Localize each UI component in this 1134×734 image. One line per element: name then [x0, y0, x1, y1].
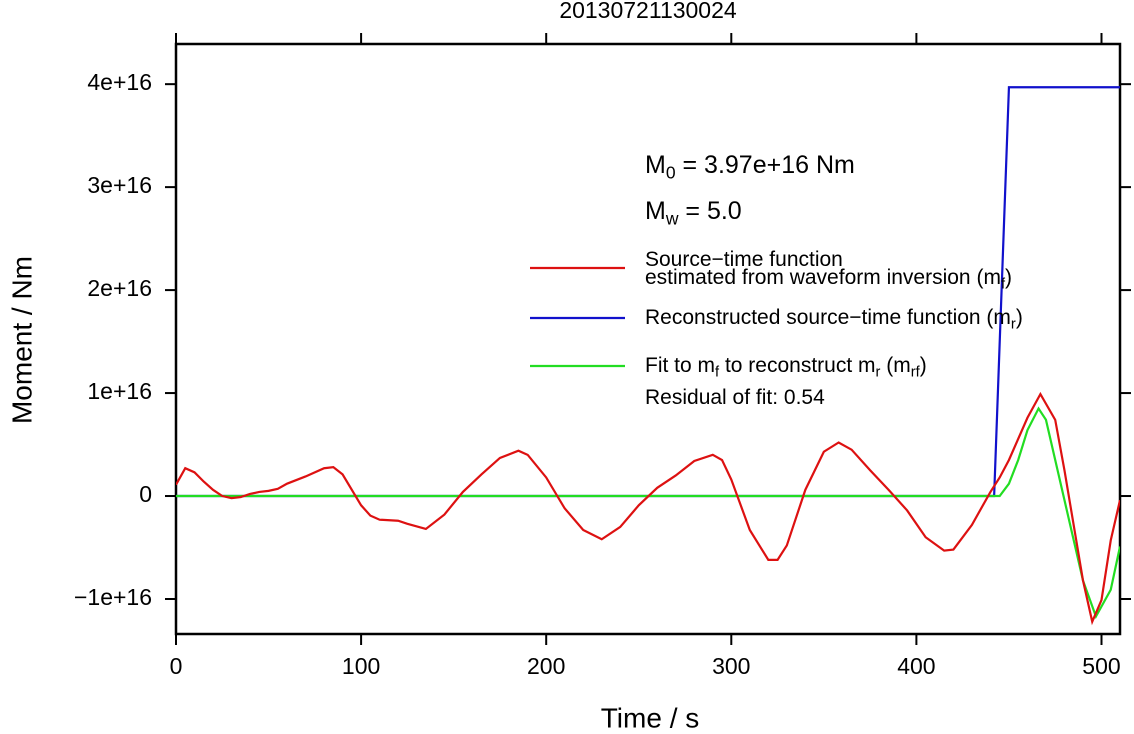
- legend-label-part: f: [1001, 276, 1006, 292]
- annotation-part: M: [645, 151, 666, 179]
- y-tick-label: −1e+16: [74, 584, 152, 610]
- series-line: [176, 86, 1120, 498]
- legend-label-part: r: [1011, 316, 1016, 332]
- x-axis-label: Time / s: [601, 702, 700, 733]
- annotation-part: = 3.97e+16 Nm: [676, 151, 855, 179]
- legend-label-part: ): [1016, 306, 1023, 329]
- x-tick-label: 100: [342, 653, 380, 679]
- legend-label-part: Reconstructed source−time function (m: [645, 306, 1011, 329]
- legend-label-part: to reconstruct m: [719, 354, 875, 377]
- annotation: Mw = 5.0: [645, 197, 742, 229]
- y-tick-label: 0: [139, 481, 152, 507]
- legend-label-part: rf: [911, 364, 921, 380]
- series-line: [176, 406, 1120, 620]
- x-tick-label: 400: [897, 653, 935, 679]
- y-axis-label: Moment / Nm: [6, 256, 37, 424]
- legend-label: Reconstructed source−time function (mr): [645, 306, 1023, 333]
- annotation-part: M: [645, 197, 666, 225]
- annotation-part: w: [665, 208, 679, 228]
- legend-label: estimated from waveform inversion (mf): [645, 266, 1012, 293]
- x-tick-label: 500: [1082, 653, 1120, 679]
- y-tick-label: 4e+16: [87, 69, 152, 95]
- legend-label: Fit to mf to reconstruct mr (mrf): [645, 354, 927, 381]
- series-line: [176, 391, 1120, 626]
- legend-label-part: ): [1005, 266, 1012, 289]
- annotation-part: Residual of fit: 0.54: [645, 386, 825, 409]
- annotation-part: 0: [666, 162, 676, 182]
- legend-label-part: (m: [880, 354, 910, 377]
- annotation-part: = 5.0: [678, 197, 741, 225]
- x-tick-label: 200: [527, 653, 565, 679]
- legend-label-part: ): [920, 354, 927, 377]
- legend-label-part: estimated from waveform inversion (m: [645, 266, 1001, 289]
- annotation: Residual of fit: 0.54: [645, 386, 825, 409]
- legend-label-part: Source−time function: [645, 248, 843, 271]
- y-tick-label: 1e+16: [87, 378, 152, 404]
- x-tick-label: 300: [712, 653, 750, 679]
- plot-frame: [174, 42, 1122, 636]
- plot-lines: [176, 86, 1120, 626]
- y-tick-label: 3e+16: [87, 172, 152, 198]
- legend-label-part: Fit to m: [645, 354, 715, 377]
- legend-label-part: r: [876, 364, 881, 380]
- annotation: M0 = 3.97e+16 Nm: [645, 151, 855, 183]
- chart-title: 20130721130024: [559, 0, 737, 23]
- x-tick-label: 0: [170, 653, 183, 679]
- legend-label: Source−time function: [645, 248, 843, 271]
- y-tick-label: 2e+16: [87, 275, 152, 301]
- legend-label-part: f: [715, 364, 720, 380]
